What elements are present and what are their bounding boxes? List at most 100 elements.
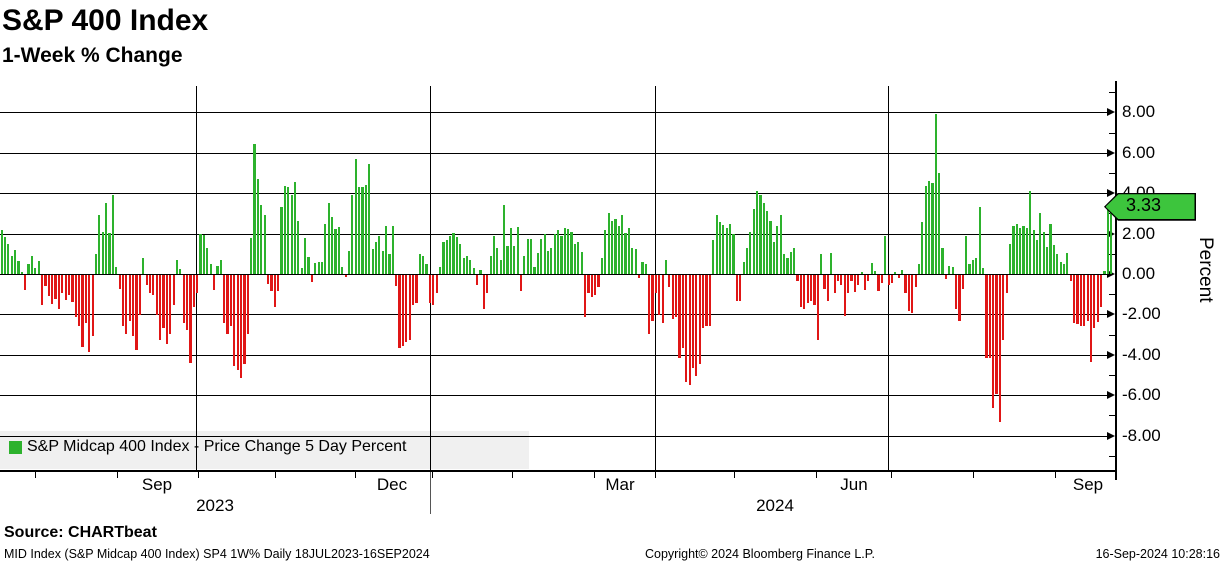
- bar-up: [793, 247, 796, 274]
- bar-up: [283, 186, 286, 274]
- bar-up: [509, 227, 512, 274]
- bar-up: [917, 263, 921, 274]
- bar-up: [469, 259, 472, 274]
- bar-up: [820, 253, 823, 274]
- bar-up: [634, 248, 637, 274]
- bar-down: [809, 275, 813, 302]
- bar-down: [583, 275, 587, 318]
- bar-up: [981, 267, 985, 274]
- bar-up: [30, 255, 34, 274]
- bar-up: [358, 187, 361, 274]
- bar-down: [270, 275, 273, 292]
- year-divider-line: [430, 472, 431, 514]
- bar-down: [233, 275, 236, 366]
- bar-down: [1005, 275, 1008, 294]
- bar-down: [24, 275, 27, 291]
- bar-up: [371, 248, 374, 274]
- bar-up: [1059, 261, 1062, 274]
- bar-down: [165, 275, 168, 344]
- bar-down: [476, 275, 479, 286]
- bar-up: [462, 257, 465, 274]
- bar-up: [938, 173, 941, 274]
- bar-up: [1056, 253, 1059, 274]
- bar-up: [1046, 246, 1049, 274]
- bar-down: [1002, 275, 1005, 340]
- bar-down: [51, 275, 54, 305]
- bar-down: [135, 275, 138, 350]
- bar-down: [678, 275, 681, 358]
- bar-up: [253, 143, 256, 274]
- bar-up: [199, 233, 202, 274]
- bar-down: [992, 275, 995, 409]
- bar-down: [482, 275, 485, 310]
- bar-up: [978, 207, 981, 274]
- bar-down: [78, 275, 81, 326]
- bar-up: [550, 247, 553, 274]
- bar-up: [105, 203, 108, 274]
- bar-down: [836, 275, 840, 282]
- bar-up: [1066, 252, 1069, 274]
- bar-up: [27, 263, 30, 274]
- bar-down: [597, 275, 600, 288]
- bar-up: [860, 271, 863, 274]
- bar-down: [152, 275, 155, 296]
- bar-up: [499, 259, 502, 274]
- bar-down: [671, 275, 674, 320]
- bar-up: [1052, 244, 1055, 274]
- bar-up: [108, 232, 111, 274]
- bar-down: [826, 275, 829, 302]
- bar-down: [735, 275, 738, 302]
- bar-up: [948, 265, 951, 274]
- bar-up: [442, 241, 445, 274]
- bar-down: [408, 275, 411, 340]
- bar-up: [782, 253, 786, 274]
- bar-up: [755, 191, 759, 274]
- bar-down: [867, 275, 870, 282]
- gridline-h: [0, 435, 1113, 437]
- bar-up: [631, 247, 634, 274]
- x-axis-line: [0, 470, 1117, 472]
- y-minor-tick: [1109, 334, 1115, 336]
- gridline-h: [0, 274, 1113, 275]
- bar-up: [260, 205, 263, 274]
- bar-down: [186, 275, 189, 330]
- bar-down: [192, 275, 195, 308]
- bar-down: [850, 275, 853, 282]
- bar-up: [0, 229, 3, 274]
- bar-up: [459, 243, 462, 274]
- gridline-h: [0, 152, 1113, 154]
- bar-down: [182, 275, 185, 324]
- bar-up: [1008, 243, 1012, 274]
- bar-up: [175, 259, 179, 274]
- x-month-label: Sep: [1072, 475, 1104, 494]
- bar-up: [3, 236, 7, 274]
- bar-down: [132, 275, 135, 336]
- bar-up: [391, 225, 394, 274]
- bar-up: [968, 263, 971, 274]
- bar-down: [995, 275, 998, 395]
- bar-down: [877, 275, 880, 292]
- bar-up: [749, 231, 752, 274]
- bar-down: [648, 275, 651, 334]
- bar-down: [81, 275, 84, 347]
- x-month-label: Mar: [605, 475, 635, 494]
- bar-down: [853, 275, 856, 293]
- bar-up: [894, 271, 897, 274]
- bar-up: [742, 261, 745, 274]
- bar-up: [1012, 225, 1015, 274]
- bar-up: [732, 233, 735, 274]
- bar-down: [685, 275, 688, 383]
- y-axis-title: Percent: [1195, 237, 1216, 303]
- footer-copyright: Copyright© 2024 Bloomberg Finance L.P.: [645, 547, 875, 561]
- bar-up: [745, 247, 749, 274]
- bar-down: [695, 275, 698, 376]
- bar-down: [661, 275, 664, 324]
- x-year-label: 2023: [196, 496, 234, 515]
- bar-up: [384, 225, 388, 274]
- bar-up: [1103, 270, 1106, 274]
- bar-down: [172, 275, 175, 306]
- y-minor-tick: [1109, 132, 1115, 134]
- bar-down: [246, 275, 249, 334]
- bar-down: [428, 275, 432, 304]
- bar-down: [890, 275, 894, 284]
